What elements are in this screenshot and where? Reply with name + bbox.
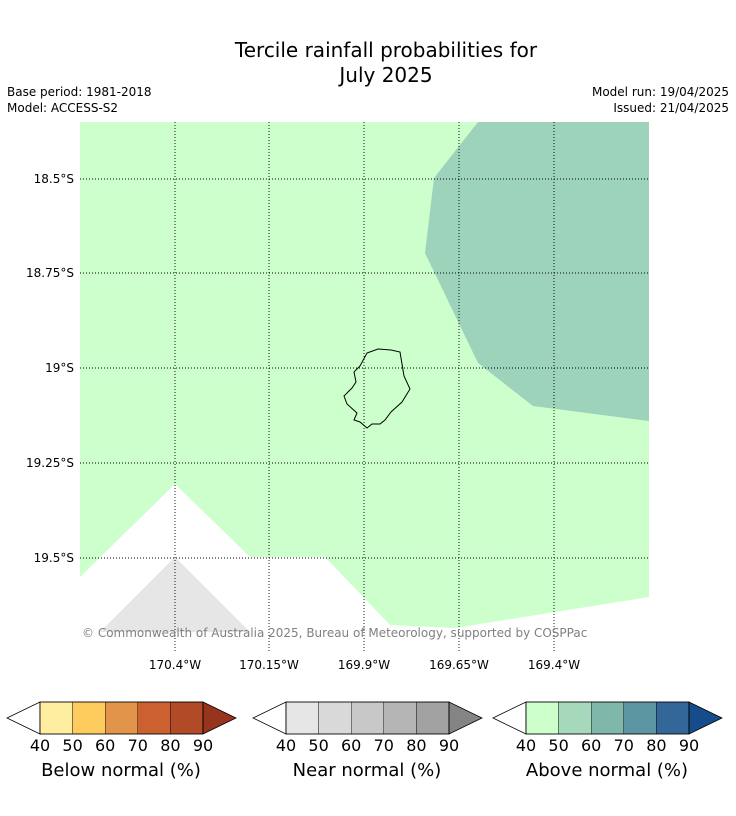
tick-label: 70 (127, 736, 148, 755)
colorbar-low-extension (492, 701, 527, 735)
colorbar-segment (416, 701, 450, 735)
tick-label: 50 (62, 736, 83, 755)
title-line-2: July 2025 (339, 63, 433, 87)
colorbar-segment (383, 701, 417, 735)
colorbar-low-extension (252, 701, 287, 735)
model-run: Model run: 19/04/2025 (591, 85, 729, 99)
graticule (80, 122, 649, 652)
copyright-notice: © Commonwealth of Australia 2025, Bureau… (82, 626, 588, 640)
tick-label: 40 (29, 736, 51, 755)
colorbar-segment (39, 701, 73, 735)
lon-label-170-4: 170.4°W (148, 658, 202, 672)
lon-label-169-4: 169.4°W (527, 658, 581, 672)
lon-label-169-9: 169.9°W (337, 658, 391, 672)
tick-label: 70 (613, 736, 634, 755)
tick-label: 40 (515, 736, 537, 755)
below-normal-label: Below normal (%) (41, 760, 201, 781)
lon-label-170-15: 170.15°W (239, 658, 299, 672)
colorbar-segment (525, 701, 559, 735)
title-line-1: Tercile rainfall probabilities for (234, 38, 538, 62)
below-normal-colorbar (6, 701, 237, 735)
colorbar-low-extension (6, 701, 41, 735)
lat-label-18-5: 18.5°S (33, 172, 74, 186)
colorbar-segment (318, 701, 352, 735)
base-period: Base period: 1981-2018 (7, 85, 152, 99)
tick-label: 90 (192, 736, 214, 755)
above-normal-label: Above normal (%) (525, 760, 689, 781)
tick-label: 50 (548, 736, 569, 755)
model-name: Model: ACCESS-S2 (7, 101, 119, 115)
tick-label: 80 (160, 736, 181, 755)
above-normal-50-region (425, 122, 649, 421)
colorbar-segment (558, 701, 592, 735)
colorbar-outline (285, 701, 450, 735)
lat-label-19-25: 19.25°S (26, 456, 74, 470)
tick-label: 80 (406, 736, 427, 755)
colorbar-high-extension (688, 701, 723, 735)
colorbar-segment (590, 701, 624, 735)
near-normal-colorbar (252, 701, 483, 735)
tick-label: 60 (95, 736, 116, 755)
tick-label: 50 (308, 736, 329, 755)
issued-date: Issued: 21/04/2025 (613, 101, 729, 115)
meta-left: Base period: 1981-2018 Model: ACCESS-S2 (7, 84, 152, 116)
tick-label: 70 (373, 736, 394, 755)
colorbar-segment (104, 701, 138, 735)
lat-label-18-75: 18.75°S (26, 266, 74, 280)
lat-label-19: 19°S (45, 361, 74, 375)
colorbar-outline (39, 701, 204, 735)
colorbar-segment (623, 701, 657, 735)
colorbar-segment (137, 701, 171, 735)
tick-label: 60 (581, 736, 602, 755)
tick-label: 90 (438, 736, 460, 755)
colorbar-segment (170, 701, 204, 735)
colorbar-segment (285, 701, 319, 735)
above-normal-colorbar (492, 701, 723, 735)
colorbar-segment (350, 701, 384, 735)
near-normal-40-region (100, 557, 250, 632)
colorbar-segment (656, 701, 690, 735)
tick-label: 90 (678, 736, 700, 755)
near-normal-label: Near normal (%) (292, 760, 442, 781)
colorbar-high-extension (202, 701, 237, 735)
lon-label-169-65: 169.65°W (429, 658, 489, 672)
lat-label-19-5: 19.5°S (33, 551, 74, 565)
colorbar-outline (525, 701, 690, 735)
colorbar-high-extension (448, 701, 483, 735)
map-title: Tercile rainfall probabilities for July … (0, 38, 736, 88)
tick-label: 40 (275, 736, 297, 755)
colorbar-segment (72, 701, 106, 735)
tick-label: 60 (341, 736, 362, 755)
tick-label: 80 (646, 736, 667, 755)
island-coastline (343, 348, 411, 429)
meta-right: Model run: 19/04/2025 Issued: 21/04/2025 (592, 84, 729, 116)
